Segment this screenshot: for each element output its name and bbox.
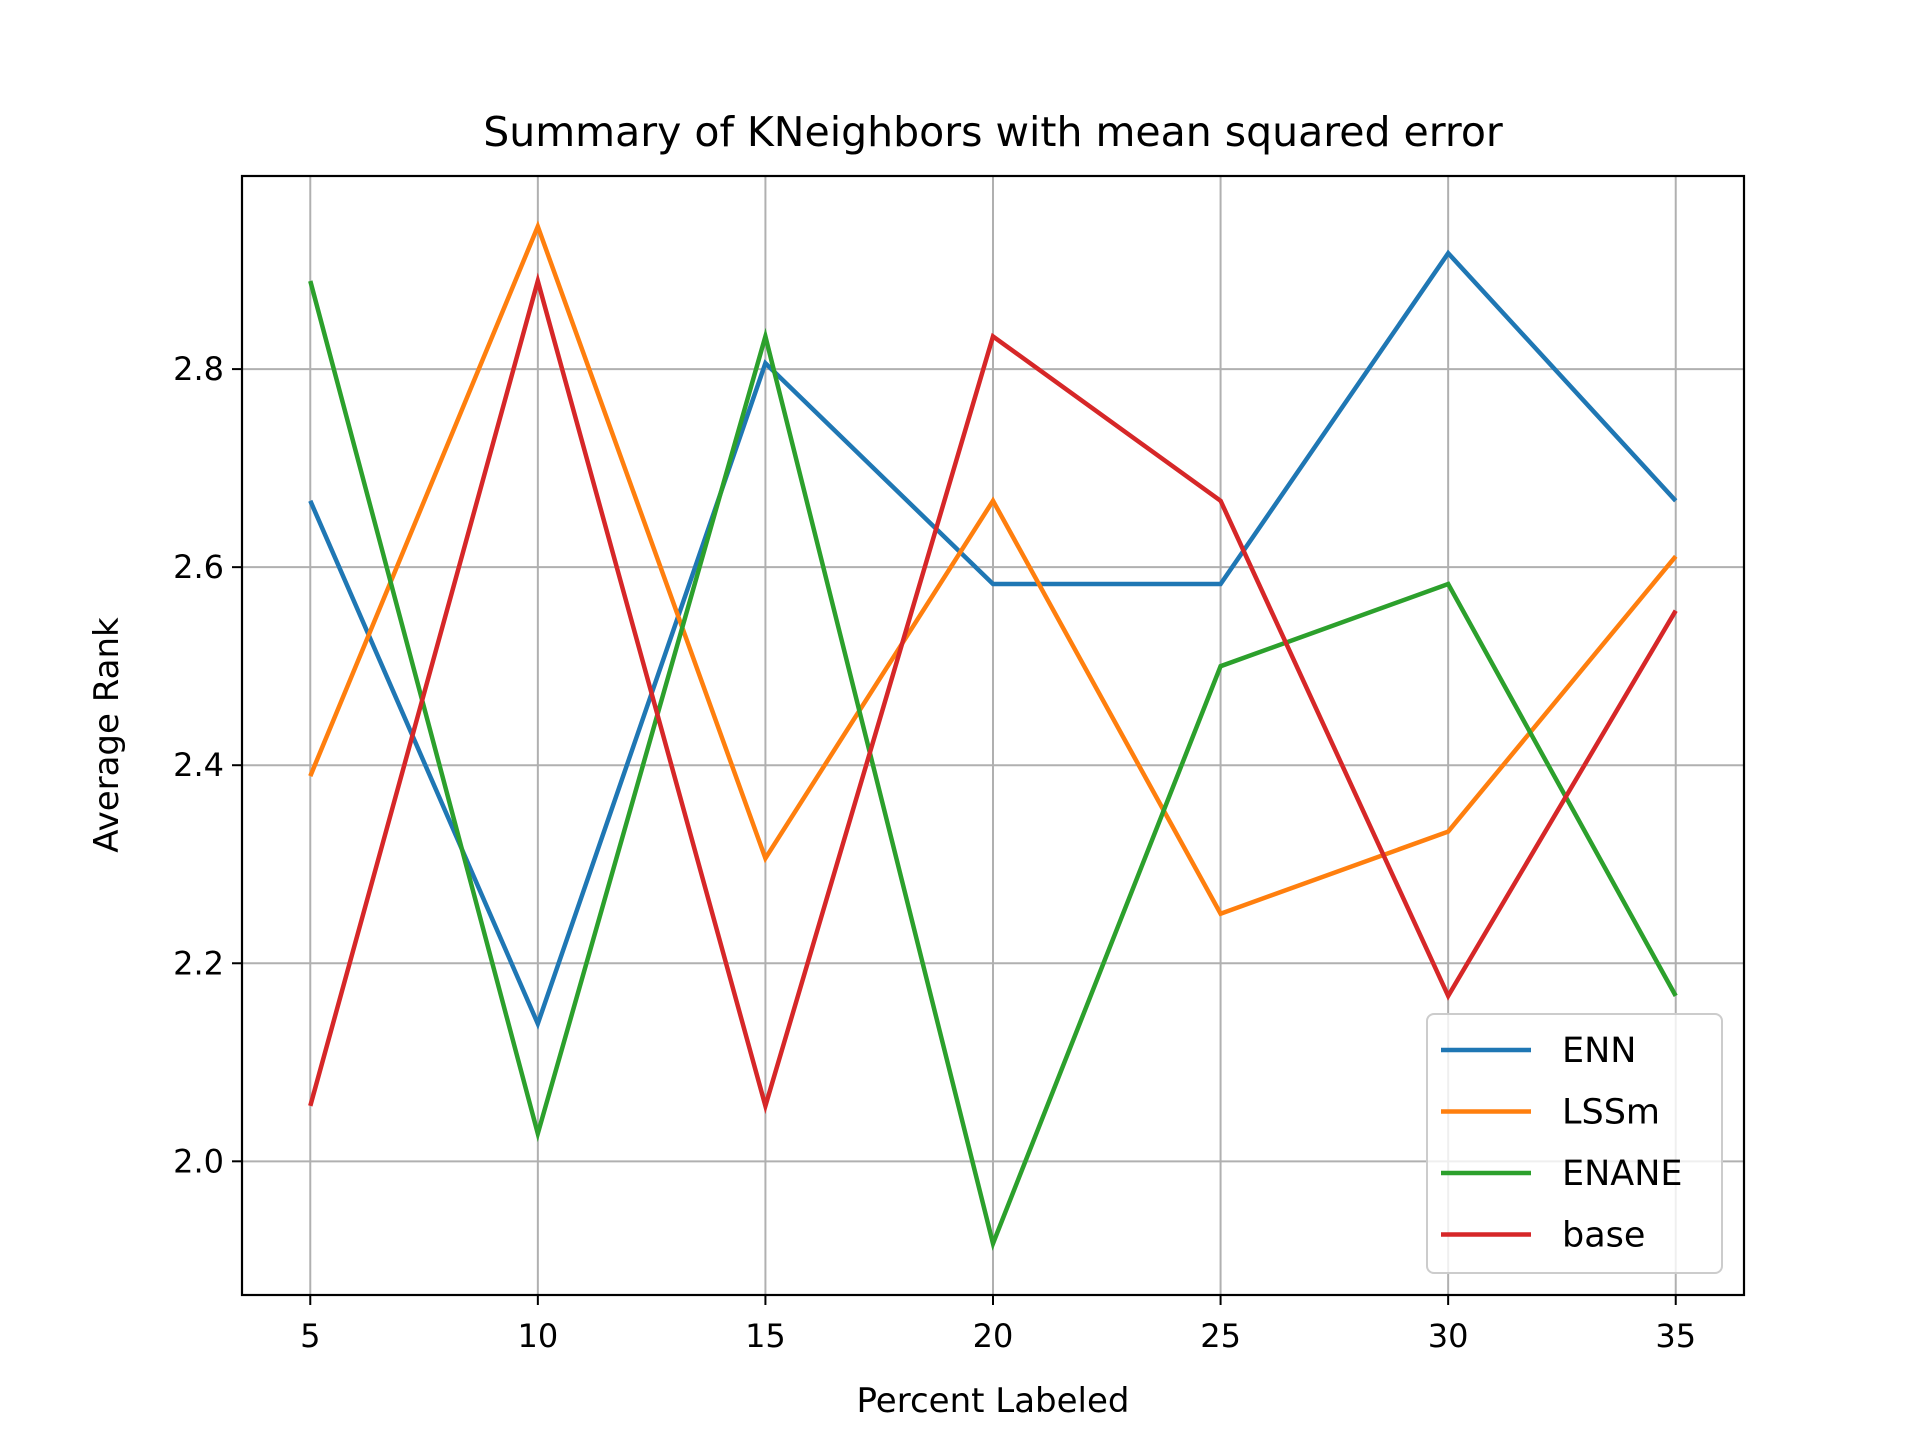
- x-tick-label: 5: [300, 1317, 320, 1355]
- x-tick-label: 20: [973, 1317, 1014, 1355]
- x-tick-label: 35: [1655, 1317, 1696, 1355]
- legend-label: base: [1562, 1216, 1645, 1256]
- series-lines: [308, 220, 1678, 1251]
- y-tick-label: 2.4: [173, 746, 224, 784]
- x-tick-label: 15: [745, 1317, 786, 1355]
- y-axis: 2.0 2.2 2.4 2.6 2.8: [173, 350, 242, 1180]
- legend-label: ENANE: [1562, 1154, 1683, 1194]
- y-axis-label: Average Rank: [87, 617, 127, 853]
- legend-label: ENN: [1562, 1031, 1636, 1071]
- legend-label: LSSm: [1562, 1093, 1660, 1133]
- x-tick-label: 10: [517, 1317, 558, 1355]
- x-tick-label: 25: [1200, 1317, 1241, 1355]
- y-tick-label: 2.2: [173, 944, 224, 982]
- series-line-enane: [308, 280, 1678, 1251]
- legend-box: [1426, 1013, 1723, 1274]
- legend: ENN LSSm ENANE base: [1426, 1013, 1723, 1274]
- chart-title: Summary of KNeighbors with mean squared …: [483, 108, 1503, 156]
- y-tick-label: 2.6: [173, 548, 224, 586]
- series-line-lssm: [308, 220, 1678, 917]
- y-tick-label: 2.0: [173, 1142, 224, 1180]
- series-line-base: [308, 272, 1678, 1115]
- series-line-enn: [308, 249, 1678, 1030]
- x-tick-label: 30: [1428, 1317, 1469, 1355]
- x-axis-label: Percent Labeled: [857, 1381, 1130, 1421]
- x-axis: 5 10 15 20 25 30 35: [300, 1295, 1696, 1355]
- y-tick-label: 2.8: [173, 350, 224, 388]
